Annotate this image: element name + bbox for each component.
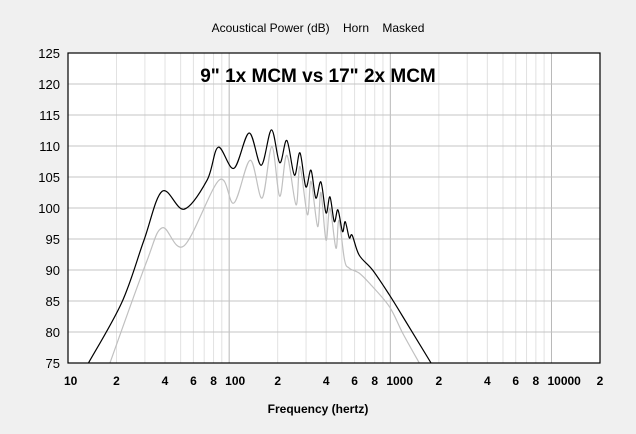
x-tick-label: 1000 <box>386 374 413 388</box>
x-tick-label: 4 <box>484 374 491 388</box>
plot-border <box>67 52 601 364</box>
x-tick-label: 8 <box>371 374 378 388</box>
grid <box>68 53 600 363</box>
x-tick-label: 4 <box>162 374 169 388</box>
x-tick-labels: 10 2 4 6 8 100 2 4 6 8 1000 2 4 6 8 10000 2 <box>64 374 604 388</box>
x-tick-label: 6 <box>512 374 519 388</box>
y-tick-label: 115 <box>39 108 60 123</box>
x-tick-label: 8 <box>533 374 540 388</box>
x-tick-label: 6 <box>190 374 197 388</box>
y-tick-label: 75 <box>46 356 60 371</box>
series-line-9in-1x-mcm <box>109 146 420 363</box>
y-tick-label: 110 <box>39 139 60 154</box>
series-line-17in-2x-mcm <box>87 129 432 363</box>
x-tick-label: 6 <box>351 374 358 388</box>
y-tick-label: 125 <box>38 46 60 61</box>
x-tick-label: 2 <box>113 374 120 388</box>
x-tick-label: 4 <box>323 374 330 388</box>
plot-area <box>67 52 601 364</box>
y-tick-label: 80 <box>46 325 60 340</box>
y-tick-label: 105 <box>38 170 60 185</box>
x-tick-label: 8 <box>210 374 217 388</box>
x-tick-label: 100 <box>225 374 245 388</box>
y-tick-label: 120 <box>38 77 60 92</box>
x-tick-label: 10000 <box>547 374 581 388</box>
y-tick-label: 100 <box>38 201 60 216</box>
x-tick-label: 10 <box>64 374 78 388</box>
y-tick-label: 90 <box>46 263 60 278</box>
x-tick-label: 2 <box>435 374 442 388</box>
y-tick-label: 85 <box>46 294 60 309</box>
x-tick-label: 2 <box>274 374 281 388</box>
y-tick-label: 95 <box>46 232 60 247</box>
chart-annotation: 9" 1x MCM vs 17" 2x MCM <box>200 66 436 87</box>
x-axis-label: Frequency (hertz) <box>268 402 369 416</box>
series-lines <box>87 129 432 363</box>
chart-title: Acoustical Power (dB) Horn Masked <box>212 21 425 35</box>
y-tick-labels: 75 80 85 90 95 100 105 110 115 120 125 <box>38 46 60 371</box>
x-tick-label: 2 <box>597 374 604 388</box>
